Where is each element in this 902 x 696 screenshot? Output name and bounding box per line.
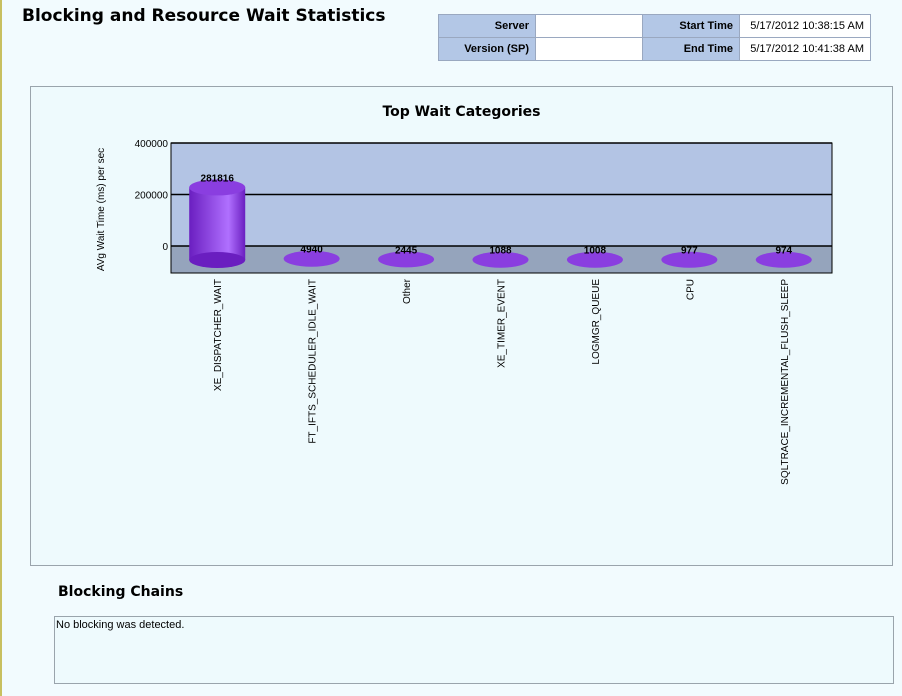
y-tick-label: 400000 (135, 139, 169, 150)
version-value (535, 37, 643, 61)
y-tick-label: 200000 (135, 191, 169, 202)
category-label: LOGMGR_QUEUE (591, 279, 602, 365)
data-label: 4940 (301, 245, 324, 256)
bar (283, 250, 340, 267)
data-label: 977 (681, 246, 698, 257)
bar (472, 251, 529, 268)
bar (661, 251, 718, 268)
server-label: Server (438, 14, 536, 38)
end-time-label: End Time (642, 37, 740, 61)
blocking-chains-box: No blocking was detected. (54, 616, 894, 684)
server-value (535, 14, 643, 38)
top-wait-chart: 0 200000 400000 AVg Wait Time (ms) per sec 2… (96, 139, 833, 485)
version-label: Version (SP) (438, 37, 536, 61)
plot-floor (170, 245, 833, 274)
chart-title: Top Wait Categories (382, 104, 541, 120)
category-label: XE_TIMER_EVENT (497, 279, 508, 368)
end-time-value: 5/17/2012 10:41:38 AM (739, 37, 871, 61)
start-time-label: Start Time (642, 14, 740, 38)
category-label: CPU (685, 279, 696, 300)
category-label: FT_IFTS_SCHEDULER_IDLE_WAIT (308, 279, 319, 444)
page-title: Blocking and Resource Wait Statistics (22, 6, 386, 26)
bar-base (189, 252, 246, 268)
y-axis-label: AVg Wait Time (ms) per sec (96, 148, 107, 271)
category-label: SQLTRACE_INCREMENTAL_FLUSH_SLEEP (780, 279, 791, 485)
data-label: 281816 (201, 173, 235, 184)
bar (378, 251, 435, 268)
blocking-chains-title: Blocking Chains (58, 584, 184, 600)
data-label: 1008 (584, 246, 607, 257)
bar (755, 251, 812, 268)
blocking-message: No blocking was detected. (56, 619, 185, 631)
bar-body (189, 187, 246, 260)
data-label: 1088 (489, 246, 512, 257)
start-time-value: 5/17/2012 10:38:15 AM (739, 14, 871, 38)
data-label: 974 (775, 246, 792, 257)
bar (189, 179, 246, 196)
y-tick-label: 0 (162, 242, 168, 253)
data-label: 2445 (395, 245, 418, 256)
category-label: XE_DISPATCHER_WAIT (213, 279, 224, 391)
server-info-table: Server Start Time 5/17/2012 10:38:15 AM … (438, 14, 871, 61)
category-label: Other (402, 278, 413, 304)
top-wait-chart-panel: Top Wait Categories 0 200000 400000 AVg Wai… (30, 86, 893, 566)
bar (566, 251, 623, 268)
